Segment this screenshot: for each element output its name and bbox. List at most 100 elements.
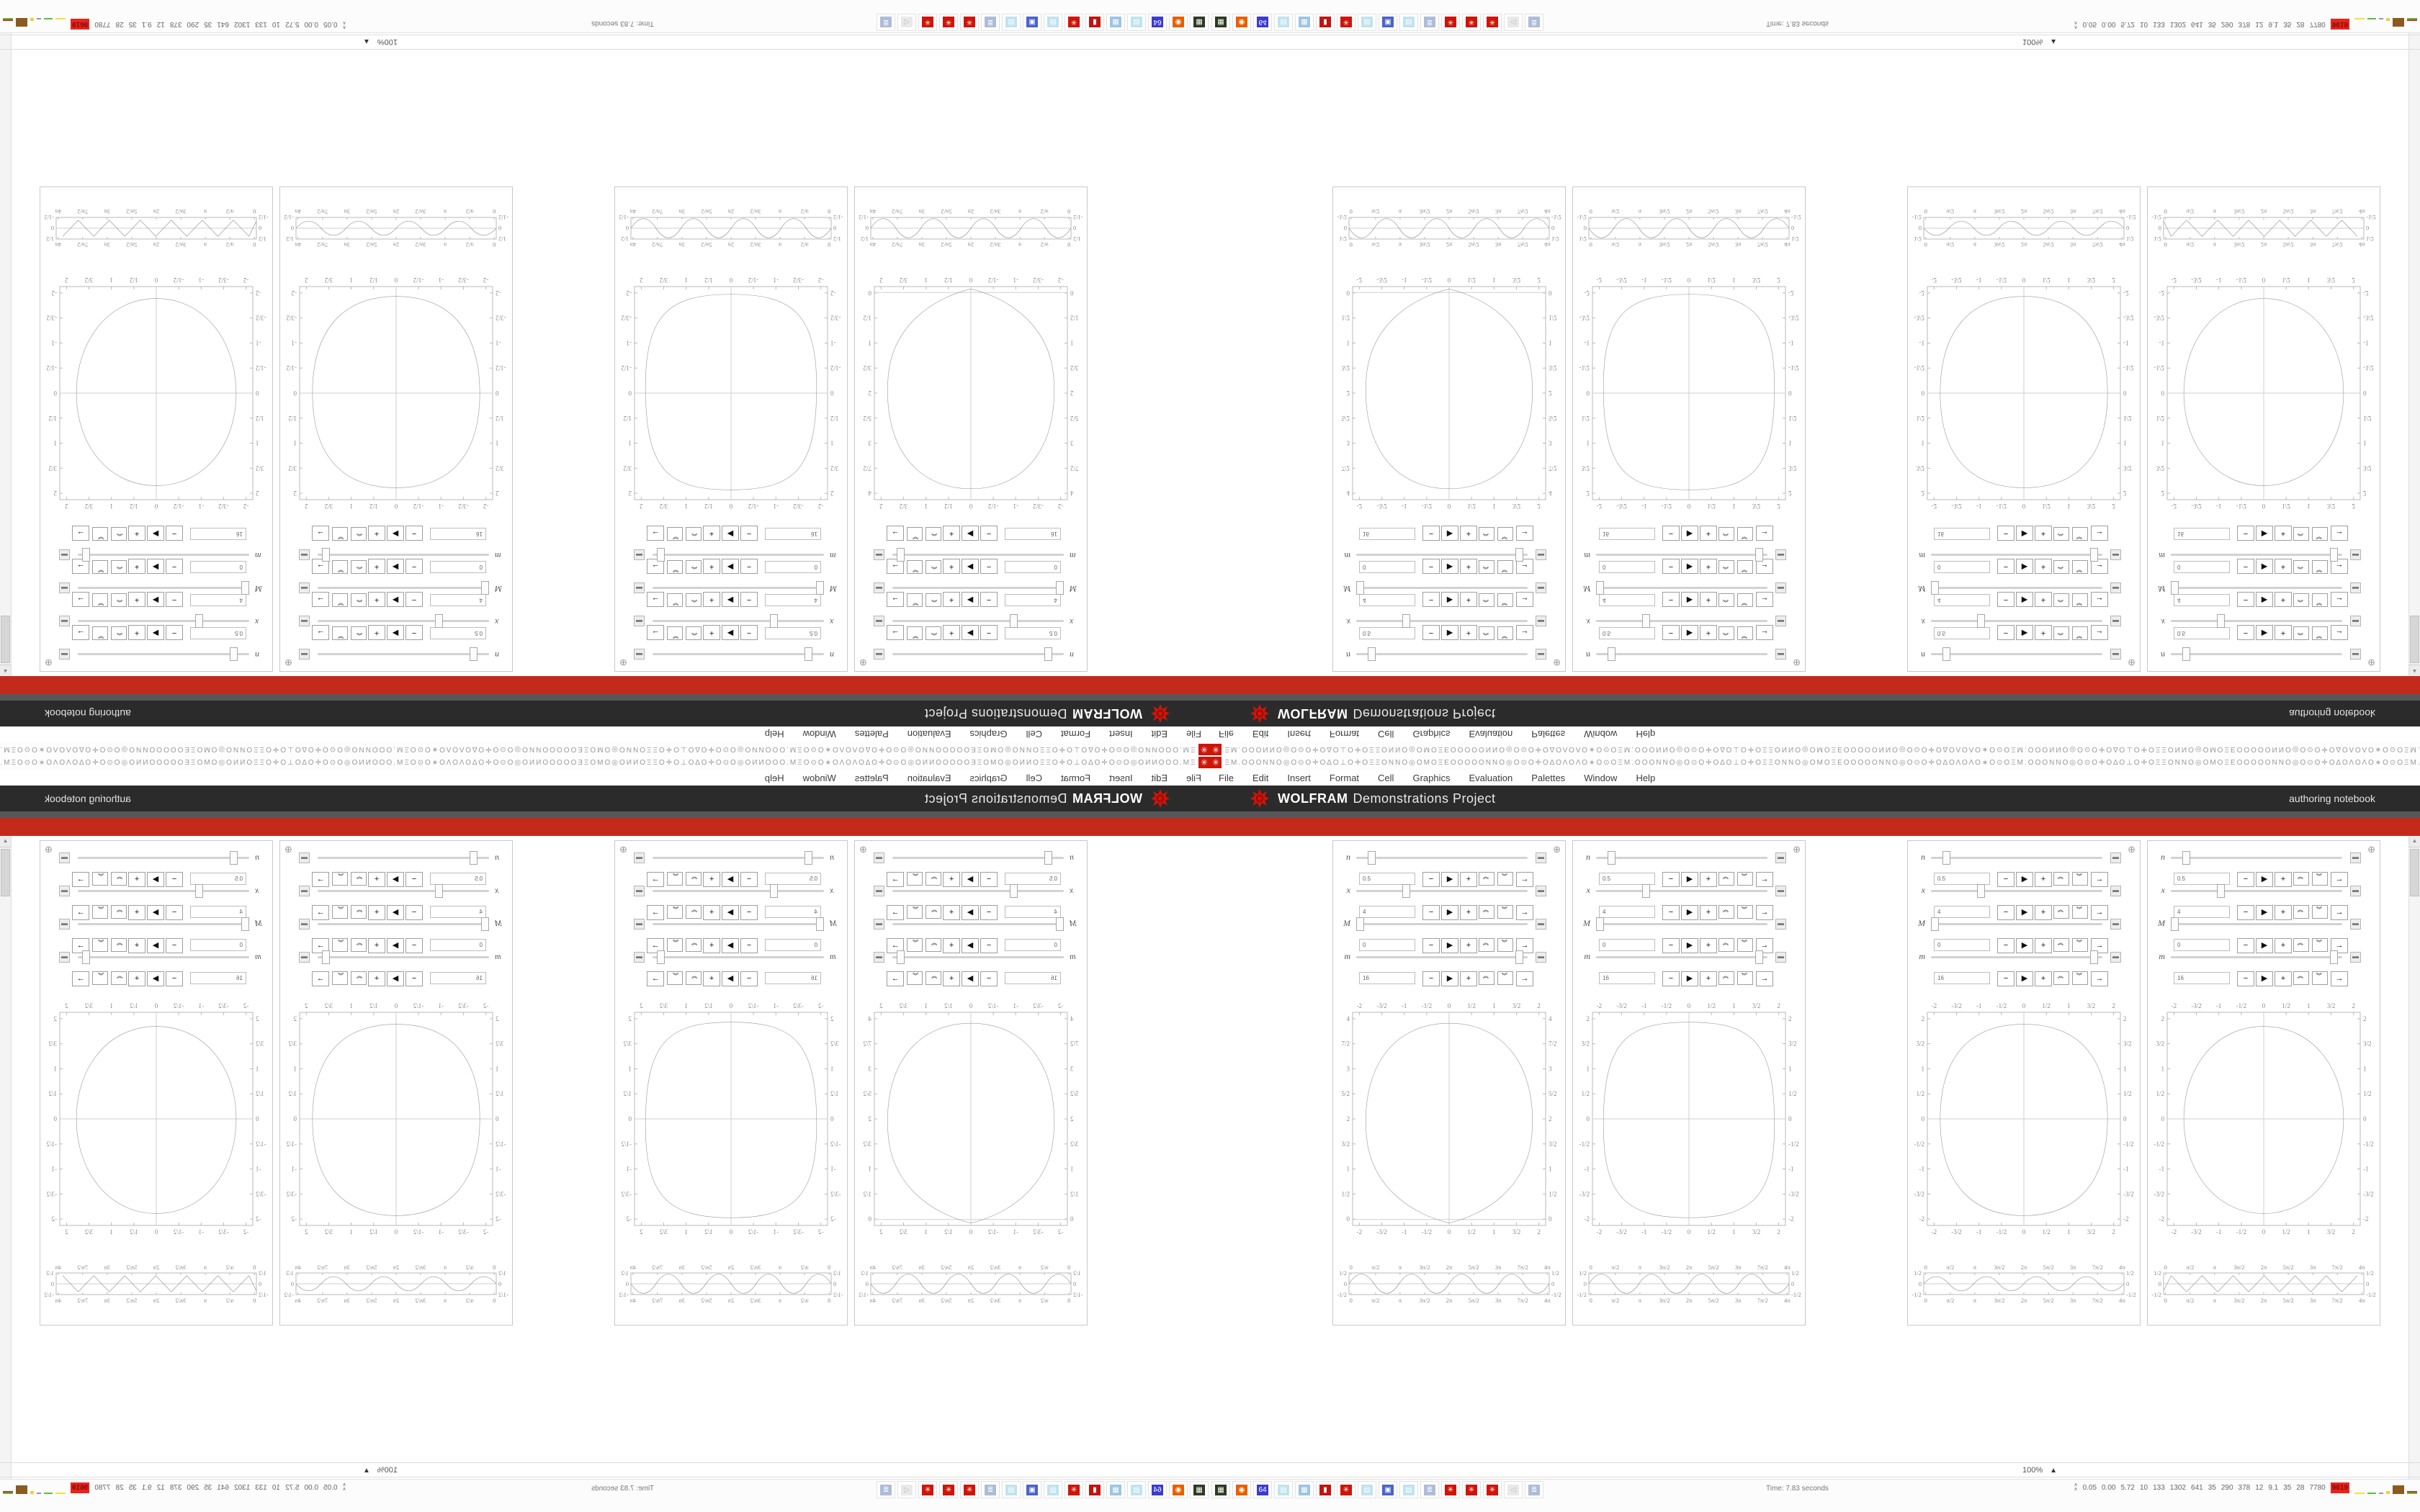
step-down-button[interactable]: − — [1662, 872, 1680, 887]
manipulate-menu-icon[interactable]: ⊕ — [1793, 657, 1801, 668]
play-button[interactable]: ▶ — [387, 526, 404, 541]
collapse-controls-button[interactable]: ▬ — [874, 616, 884, 626]
image-viewer-icon[interactable]: ▣ — [1023, 1481, 1041, 1498]
play-button[interactable]: ▶ — [962, 905, 979, 920]
direction-button[interactable]: → — [2331, 971, 2348, 986]
menu-item-window[interactable]: Window — [1584, 773, 1618, 783]
slider-track[interactable] — [892, 884, 1064, 898]
direction-button[interactable]: → — [647, 625, 664, 640]
step-down-button[interactable]: − — [166, 872, 183, 887]
step-down-button[interactable]: − — [980, 938, 998, 953]
play-button[interactable]: ▶ — [147, 559, 164, 574]
direction-button[interactable]: → — [647, 872, 664, 887]
slider-thumb[interactable] — [2216, 614, 2225, 628]
slower-button[interactable]: ︾ — [2312, 905, 2328, 919]
slider-thumb[interactable] — [2090, 548, 2099, 562]
direction-button[interactable]: → — [1516, 526, 1533, 541]
menu-item-evaluation[interactable]: Evaluation — [907, 729, 951, 739]
step-down-button[interactable]: − — [2237, 971, 2254, 986]
floppy-64-icon[interactable]: 64 — [1148, 14, 1167, 31]
slider-thumb[interactable] — [1367, 647, 1376, 661]
play-button[interactable]: ▶ — [1681, 559, 1698, 574]
slider-track[interactable] — [1356, 884, 1528, 898]
step-down-button[interactable]: − — [405, 559, 423, 574]
faster-button[interactable]: ︽ — [111, 938, 127, 952]
play-button[interactable]: ▶ — [2016, 938, 2033, 953]
slider-track[interactable] — [318, 851, 489, 865]
value-input[interactable]: 0.5 — [190, 627, 246, 639]
slider-thumb[interactable] — [2171, 917, 2179, 931]
play-button[interactable]: ▶ — [1441, 526, 1458, 541]
manipulate-menu-icon[interactable]: ⊕ — [1793, 844, 1801, 855]
value-input[interactable]: 16 — [1934, 972, 1990, 984]
direction-button[interactable]: → — [887, 971, 904, 986]
slider-track[interactable] — [78, 950, 249, 964]
value-input[interactable]: 0 — [2174, 939, 2230, 951]
scroll-icon[interactable]: ≣ — [1420, 1481, 1439, 1498]
slider-thumb[interactable] — [1010, 614, 1018, 628]
mathematica-icon[interactable]: ✳ — [1462, 14, 1481, 31]
faster-button[interactable]: ︽ — [351, 905, 367, 919]
step-down-button[interactable]: − — [1422, 559, 1440, 574]
step-up-button[interactable]: + — [943, 971, 960, 986]
direction-button[interactable]: → — [1516, 625, 1533, 640]
step-up-button[interactable]: + — [943, 526, 960, 541]
value-input[interactable]: 4 — [765, 594, 821, 606]
direction-button[interactable]: → — [887, 905, 904, 920]
slower-button[interactable]: ︾ — [667, 527, 683, 541]
slider-thumb[interactable] — [1010, 884, 1018, 898]
slower-button[interactable]: ︾ — [332, 905, 348, 919]
slider-track[interactable] — [2171, 884, 2342, 898]
direction-button[interactable]: → — [312, 872, 329, 887]
direction-button[interactable]: → — [1516, 971, 1533, 986]
slider-track[interactable] — [2171, 548, 2342, 562]
direction-button[interactable]: → — [312, 592, 329, 607]
direction-button[interactable]: → — [2331, 526, 2348, 541]
collapse-controls-button[interactable]: ▬ — [634, 852, 645, 863]
slider-thumb[interactable] — [770, 614, 779, 628]
slider-track[interactable] — [318, 647, 489, 661]
step-up-button[interactable]: + — [1700, 625, 1717, 640]
direction-button[interactable]: → — [72, 971, 89, 986]
direction-button[interactable]: → — [2091, 625, 2108, 640]
slower-button[interactable]: ︾ — [1737, 527, 1753, 541]
slider-thumb[interactable] — [195, 614, 204, 628]
collapse-controls-button[interactable]: ▬ — [299, 582, 310, 593]
faster-button[interactable]: ︽ — [2053, 527, 2069, 541]
value-input[interactable]: 4 — [1005, 594, 1061, 606]
slider-thumb[interactable] — [770, 884, 779, 898]
mathematica-icon[interactable]: ✳ — [960, 14, 979, 31]
collapse-controls-button[interactable]: ▬ — [1775, 649, 1786, 660]
play-button[interactable]: ▶ — [387, 625, 404, 640]
collapse-controls-button[interactable]: ▬ — [1536, 952, 1546, 963]
faster-button[interactable]: ︽ — [686, 872, 702, 886]
notepad-icon[interactable]: ▤ — [1399, 14, 1418, 31]
menu-item-graphics[interactable]: Graphics — [969, 773, 1008, 783]
slider-thumb[interactable] — [435, 614, 444, 628]
value-input[interactable]: 16 — [1934, 528, 1990, 540]
slider-thumb[interactable] — [1402, 614, 1410, 628]
collapse-controls-button[interactable]: ▬ — [299, 549, 310, 560]
play-button[interactable]: ▶ — [962, 592, 979, 607]
step-up-button[interactable]: + — [1700, 872, 1717, 887]
value-input[interactable]: 0 — [1005, 939, 1061, 951]
slower-button[interactable]: ︾ — [667, 560, 683, 574]
play-button[interactable]: ▶ — [1681, 971, 1698, 986]
slider-thumb[interactable] — [805, 647, 813, 661]
direction-button[interactable]: → — [72, 625, 89, 640]
magnification-resize-icon[interactable]: ▲ — [362, 37, 370, 45]
slider-track[interactable] — [2171, 581, 2342, 595]
step-up-button[interactable]: + — [1460, 872, 1477, 887]
slider-track[interactable] — [653, 884, 824, 898]
slower-button[interactable]: ︾ — [1737, 626, 1753, 640]
step-up-button[interactable]: + — [943, 938, 960, 953]
slider-thumb[interactable] — [230, 647, 238, 661]
mathematica-icon[interactable]: ✳ — [1337, 14, 1355, 31]
step-up-button[interactable]: + — [2275, 872, 2292, 887]
step-up-button[interactable]: + — [368, 905, 385, 920]
direction-button[interactable]: → — [2331, 625, 2348, 640]
mathematica-icon[interactable]: ✳ — [1483, 1481, 1502, 1498]
step-down-button[interactable]: − — [1422, 872, 1440, 887]
slower-button[interactable]: ︾ — [1737, 938, 1753, 952]
notepad-icon[interactable]: ▤ — [1274, 14, 1293, 31]
